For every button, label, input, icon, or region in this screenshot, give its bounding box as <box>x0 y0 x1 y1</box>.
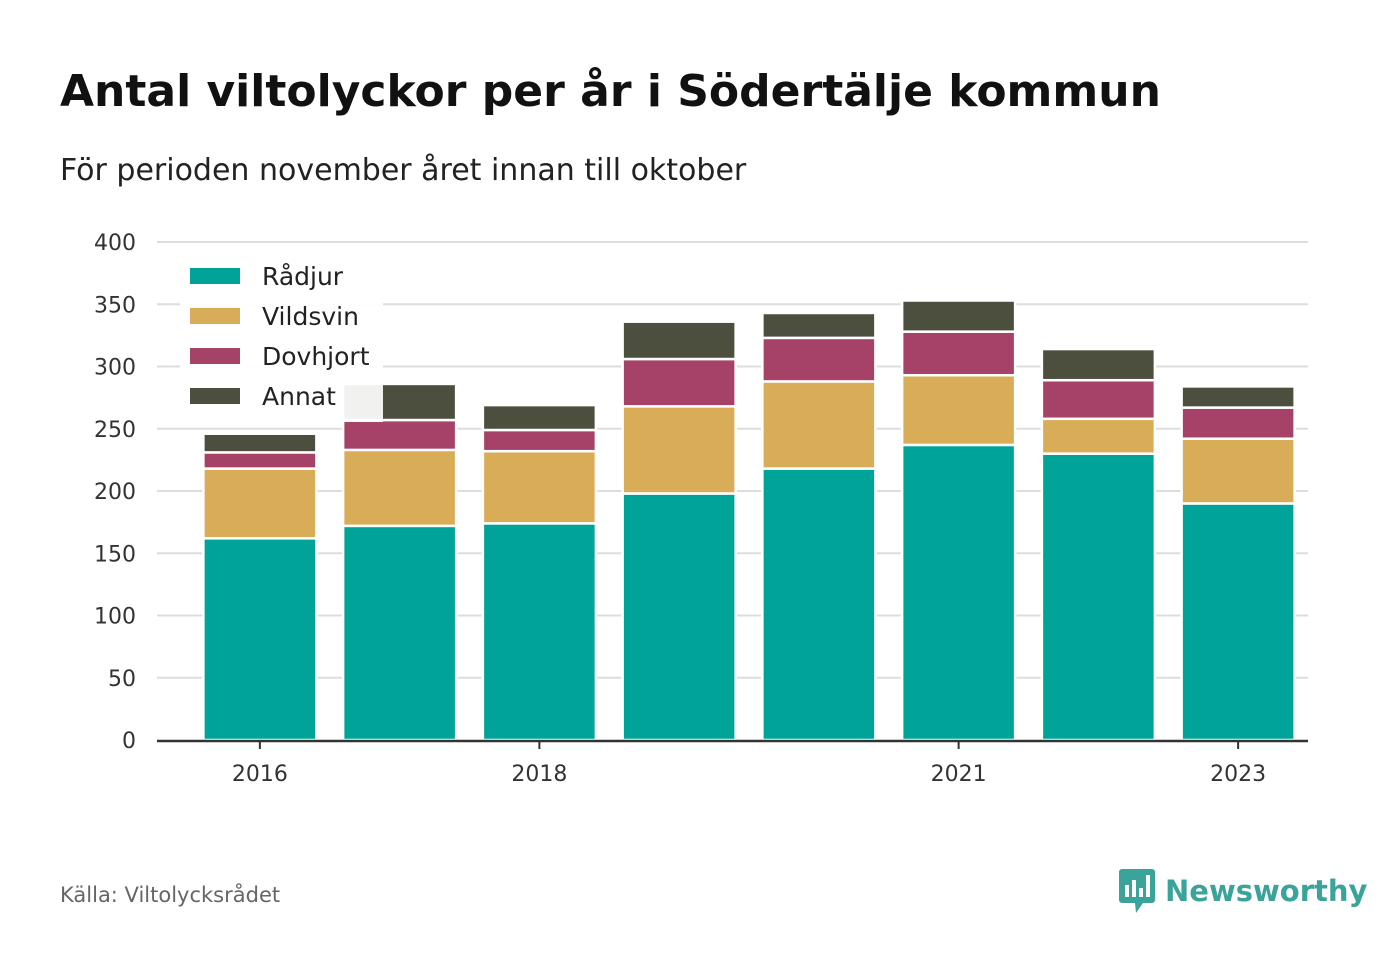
bar-segment-vildsvin[interactable] <box>481 449 598 525</box>
bar-segment-dovhjort[interactable] <box>900 330 1017 377</box>
x-axis: 2016 2018 2021 2023 <box>157 739 1308 787</box>
x-tick-label: 2016 <box>232 762 288 787</box>
bar-segment-dovhjort[interactable] <box>1180 406 1296 440</box>
bar-segment-annat[interactable] <box>481 403 598 432</box>
legend-swatch <box>190 388 240 404</box>
bar-segment-rådjur[interactable] <box>1040 452 1157 742</box>
bar-segment-annat[interactable] <box>900 299 1017 333</box>
legend: Rådjur Vildsvin Dovhjort Annat <box>180 252 383 422</box>
legend-label: Rådjur <box>262 262 344 291</box>
bar-segment-rådjur[interactable] <box>621 492 737 742</box>
bar-segment-annat[interactable] <box>621 320 737 361</box>
bar-segment-rådjur[interactable] <box>202 537 318 742</box>
bar-segment-rådjur[interactable] <box>900 443 1017 742</box>
bars <box>202 299 1296 742</box>
legend-label: Vildsvin <box>262 302 359 331</box>
bar-segment-vildsvin[interactable] <box>1180 437 1296 505</box>
newsworthy-chart-bubble-icon <box>1119 869 1155 913</box>
bar-segment-annat[interactable] <box>1180 385 1296 409</box>
chart-title: Antal viltolyckor per år i Södertälje ko… <box>60 66 1161 117</box>
x-tick-label: 2021 <box>931 762 987 787</box>
chart-subtitle: För perioden november året innan till ok… <box>60 153 747 188</box>
bar-segment-annat[interactable] <box>202 432 318 454</box>
newsworthy-wordmark: Newsworthy <box>1165 874 1368 908</box>
bar-segment-dovhjort[interactable] <box>481 428 598 453</box>
x-tick-label: 2018 <box>511 762 567 787</box>
bar-segment-dovhjort[interactable] <box>621 357 737 408</box>
legend-swatch <box>190 348 240 364</box>
bar-segment-vildsvin[interactable] <box>761 380 877 470</box>
legend-label: Dovhjort <box>262 342 370 371</box>
bar-segment-vildsvin[interactable] <box>1040 417 1157 455</box>
legend-label: Annat <box>262 382 336 411</box>
y-tick-label: 300 <box>94 356 136 381</box>
y-tick-label: 350 <box>94 293 136 318</box>
legend-swatch <box>190 268 240 284</box>
y-tick-label: 200 <box>94 480 136 505</box>
y-tick-label: 400 <box>94 231 136 256</box>
bar-segment-rådjur[interactable] <box>1180 502 1296 742</box>
legend-swatch <box>190 308 240 324</box>
bar-segment-vildsvin[interactable] <box>621 405 737 495</box>
y-axis: 0 50 100 150 200 250 300 350 400 <box>94 231 136 754</box>
y-tick-label: 250 <box>94 418 136 443</box>
bar-segment-vildsvin[interactable] <box>900 373 1017 447</box>
bar-segment-dovhjort[interactable] <box>341 418 458 452</box>
y-tick-label: 150 <box>94 542 136 567</box>
bar-segment-dovhjort[interactable] <box>761 336 877 383</box>
bar-segment-vildsvin[interactable] <box>202 467 318 540</box>
bar-segment-dovhjort[interactable] <box>1040 378 1157 421</box>
bar-segment-rådjur[interactable] <box>341 524 458 742</box>
bar-segment-vildsvin[interactable] <box>341 448 458 528</box>
y-tick-label: 0 <box>122 729 136 754</box>
y-tick-label: 100 <box>94 605 136 630</box>
newsworthy-logo[interactable]: Newsworthy <box>1118 867 1367 915</box>
bar-segment-annat[interactable] <box>761 311 877 340</box>
source-note: Källa: Viltolycksrådet <box>60 883 281 907</box>
x-tick-label: 2023 <box>1210 762 1266 787</box>
bar-segment-annat[interactable] <box>1040 347 1157 382</box>
y-tick-label: 50 <box>108 667 136 692</box>
stacked-bar-chart: 0 50 100 150 200 250 300 350 400 2016 2018 2021 202… <box>94 231 1308 787</box>
bar-segment-dovhjort[interactable] <box>202 451 318 470</box>
bar-segment-rådjur[interactable] <box>481 522 598 742</box>
bar-segment-rådjur[interactable] <box>761 467 877 742</box>
